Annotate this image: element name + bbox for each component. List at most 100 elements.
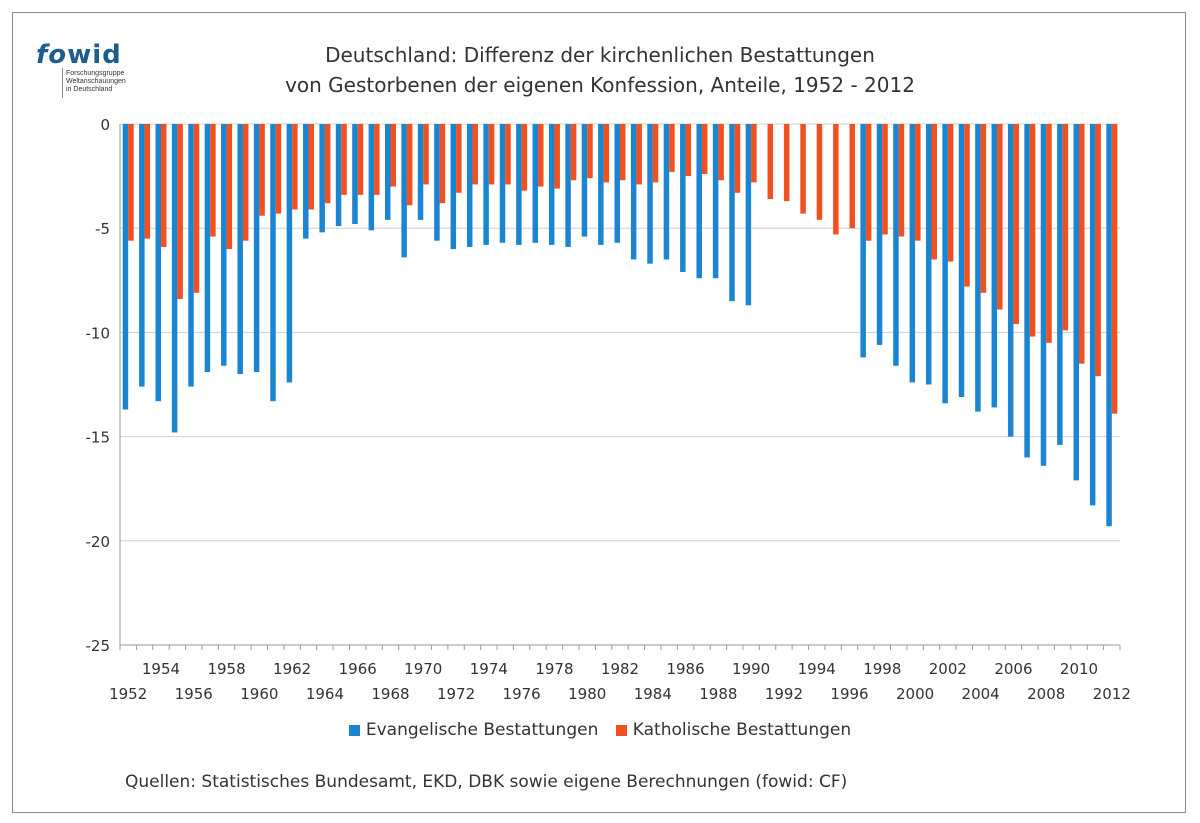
bar-evangelisch-1979 [565, 124, 571, 247]
bar-evangelisch-1974 [483, 124, 489, 245]
bar-evangelisch-1987 [696, 124, 702, 279]
bar-evangelisch-1978 [548, 124, 555, 245]
bar-katholisch-1992 [783, 124, 790, 202]
bar-evangelisch-1998 [876, 124, 883, 345]
bar-evangelisch-1962 [286, 124, 293, 383]
bar-evangelisch-2008 [1040, 124, 1047, 466]
bar-katholisch-1993 [800, 124, 806, 214]
bar-evangelisch-1982 [614, 124, 620, 243]
bar-evangelisch-1986 [680, 124, 686, 272]
bar-katholisch-2006 [1013, 124, 1019, 325]
bar-katholisch-1976 [521, 124, 528, 191]
x-tick-label: 2010 [1060, 660, 1098, 678]
bar-evangelisch-1969 [401, 124, 407, 258]
x-tick-label: 1996 [830, 685, 868, 703]
bar-evangelisch-1981 [598, 124, 604, 245]
x-tick-label: 1990 [732, 660, 770, 678]
x-tick-label: 1964 [306, 685, 344, 703]
bar-katholisch-1967 [374, 124, 380, 195]
bar-katholisch-1963 [308, 124, 315, 210]
bar-katholisch-1960 [259, 124, 265, 216]
bar-evangelisch-1957 [204, 124, 211, 372]
bar-katholisch-2012 [1111, 124, 1118, 414]
bar-katholisch-2002 [947, 124, 954, 262]
y-tick-label: 0 [100, 116, 110, 134]
bar-katholisch-2003 [964, 124, 970, 287]
x-tick-label: 2002 [929, 660, 967, 678]
bar-evangelisch-1984 [647, 124, 653, 264]
y-tick-label: -10 [86, 324, 111, 342]
x-tick-label: 1962 [273, 660, 311, 678]
bar-katholisch-1974 [488, 124, 495, 185]
bar-evangelisch-1952 [122, 124, 129, 410]
y-tick-label: -5 [95, 220, 110, 238]
x-tick-label: 1976 [503, 685, 541, 703]
bar-evangelisch-1972 [450, 124, 457, 250]
bar-katholisch-1953 [144, 124, 151, 239]
x-tick-label: 1994 [798, 660, 836, 678]
x-tick-label: 2008 [1027, 685, 1065, 703]
bar-evangelisch-1985 [663, 124, 670, 260]
bar-evangelisch-1968 [384, 124, 391, 220]
bar-katholisch-1979 [570, 124, 577, 181]
x-tick-label: 1954 [142, 660, 180, 678]
bar-evangelisch-1954 [155, 124, 161, 402]
legend-label-evangelisch: Evangelische Bestattungen [365, 720, 599, 740]
bar-katholisch-1990 [751, 124, 757, 183]
bar-katholisch-1984 [652, 124, 659, 183]
bar-katholisch-1972 [456, 124, 462, 193]
bar-evangelisch-1960 [253, 124, 260, 372]
bar-evangelisch-2003 [958, 124, 965, 398]
bar-evangelisch-1970 [417, 124, 424, 220]
bar-evangelisch-1964 [319, 124, 325, 233]
x-tick-label: 1980 [568, 685, 606, 703]
bar-evangelisch-1959 [237, 124, 243, 375]
bar-evangelisch-2009 [1057, 124, 1063, 445]
x-tick-label: 1984 [634, 685, 672, 703]
bar-evangelisch-1999 [893, 124, 899, 366]
bar-evangelisch-1989 [729, 124, 735, 302]
chart-title-line-2: von Gestorbenen der eigenen Konfession, … [285, 73, 915, 97]
bar-katholisch-1986 [685, 124, 692, 177]
chart-legend: Evangelische Bestattungen Katholische Be… [0, 720, 1200, 741]
bar-evangelisch-1976 [516, 124, 522, 245]
x-tick-label: 1958 [207, 660, 245, 678]
bar-katholisch-1970 [423, 124, 429, 185]
chart-title-line-1: Deutschland: Differenz der kirchenlichen… [325, 43, 875, 67]
y-tick-label: -15 [86, 429, 111, 447]
bar-katholisch-2000 [915, 124, 921, 241]
bar-katholisch-1971 [439, 124, 446, 204]
bar-evangelisch-2011 [1089, 124, 1096, 506]
legend-item-evangelisch: Evangelische Bestattungen [348, 720, 599, 740]
x-tick-label: 2012 [1093, 685, 1131, 703]
x-tick-label: 1992 [765, 685, 803, 703]
x-tick-label: 1974 [470, 660, 508, 678]
bar-evangelisch-1967 [368, 124, 375, 231]
bar-katholisch-1999 [898, 124, 905, 237]
bar-evangelisch-2000 [909, 124, 916, 383]
bar-katholisch-1980 [587, 124, 593, 179]
x-tick-label: 1988 [699, 685, 737, 703]
legend-swatch-evangelisch [348, 724, 360, 736]
bar-katholisch-1981 [603, 124, 610, 183]
x-tick-label: 1972 [437, 685, 475, 703]
bar-katholisch-2004 [980, 124, 987, 293]
bar-evangelisch-1966 [352, 124, 358, 225]
bar-evangelisch-1961 [270, 124, 276, 402]
bar-evangelisch-1990 [745, 124, 752, 306]
bar-evangelisch-1975 [499, 124, 506, 243]
legend-item-katholisch: Katholische Bestattungen [615, 720, 851, 740]
bar-evangelisch-1971 [434, 124, 440, 241]
bar-katholisch-1964 [324, 124, 331, 204]
bar-katholisch-2005 [997, 124, 1003, 310]
logo-subtitle: Forschungsgruppe Weltanschauungen in Deu… [66, 70, 126, 93]
legend-swatch-katholisch [615, 724, 627, 736]
bar-katholisch-2001 [931, 124, 937, 260]
bar-evangelisch-1956 [188, 124, 194, 387]
bar-katholisch-2010 [1079, 124, 1085, 364]
x-tick-label: 2000 [896, 685, 934, 703]
bar-evangelisch-1963 [303, 124, 309, 239]
bar-katholisch-1998 [882, 124, 888, 235]
bar-katholisch-1977 [538, 124, 544, 187]
